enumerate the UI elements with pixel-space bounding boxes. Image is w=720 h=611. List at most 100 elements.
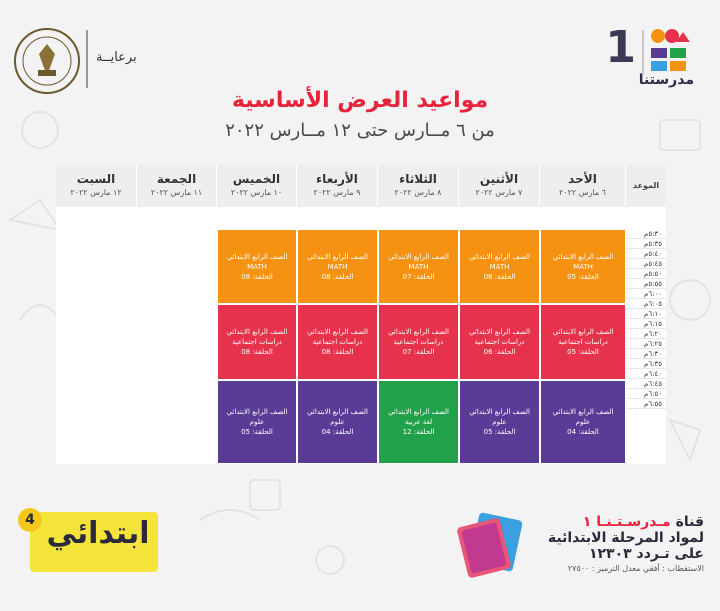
block-subject: لغة عربية bbox=[404, 418, 433, 426]
block-episode: الحلقة: 05 bbox=[483, 428, 516, 436]
time-slot: ٥:٣٥م bbox=[626, 239, 666, 249]
day-header-monday: الأثنين ٧ مارس ٢٠٢٢ bbox=[459, 165, 540, 207]
time-slot: ٦:٠٠م bbox=[626, 289, 666, 299]
day-header-sunday: الأحد ٦ مارس ٢٠٢٢ bbox=[540, 165, 626, 207]
day-date: ٧ مارس ٢٠٢٢ bbox=[475, 188, 523, 197]
sponsor-label: برعايــة bbox=[96, 50, 137, 65]
day-date: ٦ مارس ٢٠٢٢ bbox=[559, 188, 606, 197]
block-subject: دراسات اجتماعية bbox=[312, 338, 363, 346]
day-date: ٨ مارس ٢٠٢٢ bbox=[394, 188, 442, 197]
time-slot: ٥:٥٠م bbox=[626, 269, 666, 279]
block-grade: الصف الرابع الابتدائي bbox=[388, 328, 449, 336]
block-subject: MATH bbox=[489, 262, 510, 271]
program-block-thursday-3: الصف الرابع الابتدائي علوم الحلقة: 05 bbox=[217, 380, 297, 464]
block-grade: الصف الرابع الابتدائي bbox=[307, 408, 368, 416]
page-title: مواعيد العرض الأساسية bbox=[231, 88, 489, 113]
block-episode: الحلقة: 04 bbox=[321, 428, 354, 436]
block-episode: الحلقة: 08 bbox=[241, 272, 273, 281]
block-episode: الحلقة: 08 bbox=[241, 348, 273, 356]
block-subject: علوم bbox=[249, 418, 265, 426]
block-subject: دراسات اجتماعية bbox=[393, 338, 444, 346]
time-slot: ٦:٤٥م bbox=[626, 379, 666, 389]
time-slot: ٦:٢٥م bbox=[626, 339, 666, 349]
block-episode: الحلقة: 08 bbox=[321, 348, 354, 356]
day-header-thursday: الخميس ١٠ مارس ٢٠٢٢ bbox=[217, 165, 297, 207]
day-name: الأثنين bbox=[479, 172, 519, 186]
block-subject: علوم bbox=[492, 418, 507, 426]
channel-number-logo: 1 bbox=[605, 22, 636, 73]
time-slots: ٥:٣٠م ٥:٣٥م ٥:٤٠م ٥:٤٥م ٥:٥٠م ٥:٥٥م ٦:٠٠… bbox=[626, 229, 666, 409]
schedule-grid: الموعد الأحد ٦ مارس ٢٠٢٢ الأثنين ٧ مارس … bbox=[56, 165, 666, 464]
block-episode: الحلقة: 04 bbox=[567, 428, 599, 436]
program-block-thursday-2: الصف الرابع الابتدائي دراسات اجتماعية ال… bbox=[217, 304, 297, 380]
block-grade: الصف الرابع الابتدائي bbox=[552, 328, 614, 336]
block-grade: الصف الرابع الابتدائي bbox=[552, 408, 614, 416]
block-episode: الحلقة: 07 bbox=[402, 272, 435, 281]
block-subject: علوم bbox=[330, 418, 345, 426]
block-grade: الصف الرابع الابتدائي bbox=[469, 408, 530, 416]
day-date: ٩ مارس ٢٠٢٢ bbox=[313, 188, 361, 197]
block-episode: الحلقة: 07 bbox=[402, 348, 435, 356]
day-date: ١١ مارس ٢٠٢٢ bbox=[150, 188, 203, 197]
day-name: الخميس bbox=[232, 172, 281, 186]
program-block-tuesday-1: الصف الرابع الابتدائي MATH الحلقة: 07 bbox=[378, 229, 459, 304]
block-episode: الحلقة: 06 bbox=[483, 272, 516, 281]
block-episode: الحلقة: 05 bbox=[241, 428, 273, 436]
program-block-sunday-1: الصف الرابع الابتدائي MATH الحلقة: 05 bbox=[540, 229, 626, 304]
channel-name: مـدرسـتـنـا ١ bbox=[582, 514, 671, 530]
block-grade: الصف الرابع الابتدائي bbox=[226, 408, 288, 416]
block-subject: MATH bbox=[327, 262, 348, 271]
day-name: السبت bbox=[76, 172, 116, 186]
program-block-thursday-1: الصف الرابع الابتدائي MATH الحلقة: 08 bbox=[217, 229, 297, 304]
time-slot: ٦:١٥م bbox=[626, 319, 666, 329]
program-block-wednesday-3: الصف الرابع الابتدائي علوم الحلقة: 04 bbox=[297, 380, 378, 464]
block-grade: الصف الرابع الابتدائي bbox=[388, 252, 449, 261]
books-icon bbox=[457, 512, 523, 578]
channel-frequency: على تـردد ١٢٣٠٣ bbox=[588, 546, 704, 562]
block-grade: الصف الرابع الابتدائي bbox=[552, 252, 614, 261]
time-slot: ٦:٥٠م bbox=[626, 389, 666, 399]
program-block-tuesday-3: الصف الرابع الابتدائي لغة عربية الحلقة: … bbox=[378, 380, 459, 464]
channel-prefix: قناة bbox=[675, 514, 704, 530]
program-block-wednesday-1: الصف الرابع الابتدائي MATH الحلقة: 08 bbox=[297, 229, 378, 304]
grade-number-badge: 4 bbox=[18, 508, 42, 532]
block-subject: دراسات اجتماعية bbox=[232, 338, 282, 346]
program-block-monday-3: الصف الرابع الابتدائي علوم الحلقة: 05 bbox=[459, 380, 540, 464]
program-block-wednesday-2: الصف الرابع الابتدائي دراسات اجتماعية ال… bbox=[297, 304, 378, 380]
block-subject: MATH bbox=[247, 262, 267, 271]
time-slot: ٦:٥٥م bbox=[626, 399, 666, 409]
program-block-monday-1: الصف الرابع الابتدائي MATH الحلقة: 06 bbox=[459, 229, 540, 304]
block-episode: الحلقة: 06 bbox=[483, 348, 516, 356]
block-grade: الصف الرابع الابتدائي bbox=[388, 408, 449, 416]
time-slot: ٥:٣٠م bbox=[626, 229, 666, 239]
time-slot: ٦:٢٠م bbox=[626, 329, 666, 339]
time-column-header: الموعد bbox=[626, 165, 666, 207]
day-date: ١٢ مارس ٢٠٢٢ bbox=[70, 188, 122, 197]
channel-info: قناة مـدرسـتـنـا ١ لمواد المرحلة الابتدا… bbox=[548, 514, 704, 573]
day-name: الأحد bbox=[568, 172, 597, 186]
day-header-saturday: السبت ١٢ مارس ٢٠٢٢ bbox=[56, 165, 137, 207]
block-subject: دراسات اجتماعية bbox=[558, 338, 608, 346]
block-grade: الصف الرابع الابتدائي bbox=[226, 252, 288, 261]
day-name: الثلاثاء bbox=[399, 172, 437, 186]
day-header-friday: الجمعة ١١ مارس ٢٠٢٢ bbox=[137, 165, 217, 207]
logo-divider bbox=[642, 30, 644, 74]
block-grade: الصف الرابع الابتدائي bbox=[469, 328, 530, 336]
block-episode: الحلقة: 12 bbox=[402, 428, 435, 436]
block-subject: دراسات اجتماعية bbox=[474, 338, 525, 346]
program-block-sunday-3: الصف الرابع الابتدائي علوم الحلقة: 04 bbox=[540, 380, 626, 464]
block-subject: MATH bbox=[573, 262, 593, 271]
time-slot: ٦:٣٠م bbox=[626, 349, 666, 359]
block-subject: علوم bbox=[575, 418, 591, 426]
time-slot: ٥:٥٥م bbox=[626, 279, 666, 289]
block-episode: الحلقة: 08 bbox=[321, 272, 354, 281]
day-header-wednesday: الأربعاء ٩ مارس ٢٠٢٢ bbox=[297, 165, 378, 207]
ibtidai-label: ابتدائي bbox=[46, 516, 150, 551]
day-name: الجمعة bbox=[156, 172, 197, 186]
day-date: ١٠ مارس ٢٠٢٢ bbox=[230, 188, 283, 197]
page-subtitle: من ٦ مــارس حتى ١٢ مــارس ٢٠٢٢ bbox=[225, 120, 495, 141]
day-name: الأربعاء bbox=[316, 172, 358, 186]
channel-reception: الاستقطاب : أفقي معدل الترميز : ٢٧٥٠٠ bbox=[567, 564, 704, 573]
time-slot: ٦:١٠م bbox=[626, 309, 666, 319]
block-grade: الصف الرابع الابتدائي bbox=[307, 252, 368, 261]
